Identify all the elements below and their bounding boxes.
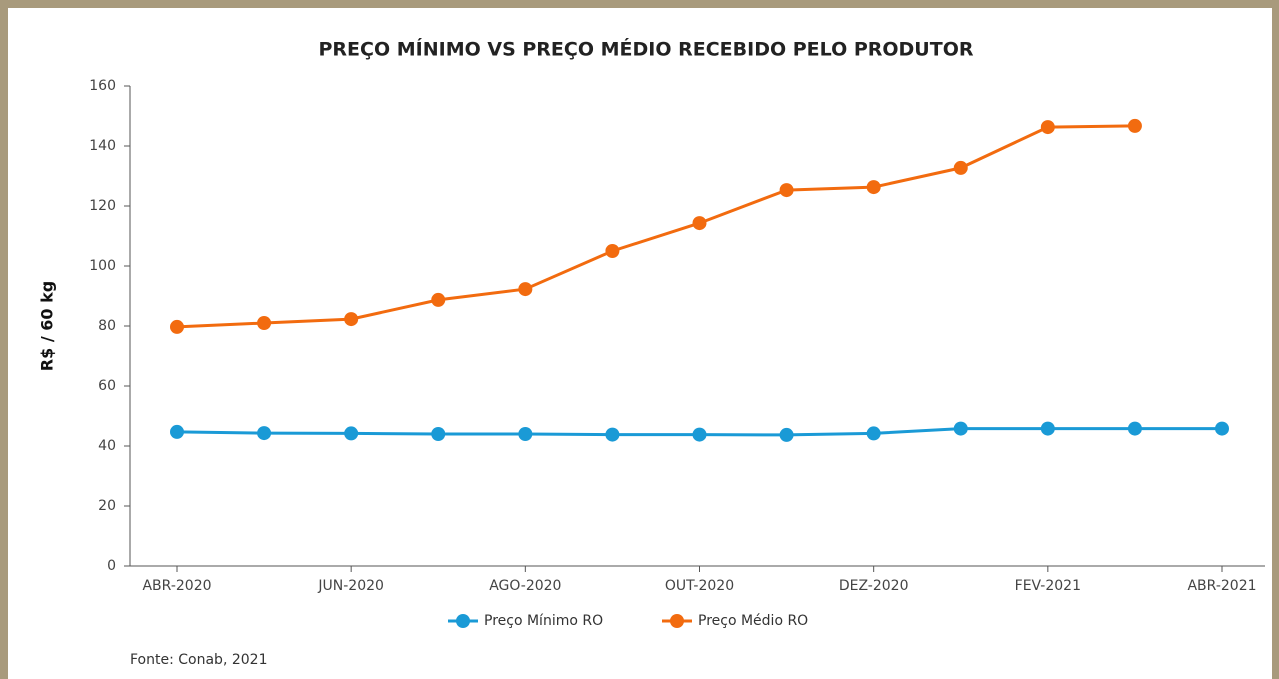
y-tick-label: 100 — [89, 258, 116, 274]
y-tick-label: 40 — [98, 438, 116, 454]
data-point — [605, 427, 620, 442]
x-tick-label: ABR-2020 — [142, 578, 211, 594]
legend-label: Preço Médio RO — [698, 613, 808, 629]
data-point — [1127, 118, 1142, 133]
data-point — [431, 292, 446, 307]
data-point — [953, 160, 968, 175]
data-point — [1040, 421, 1055, 436]
y-tick-label: 60 — [98, 378, 116, 394]
y-tick-label: 140 — [89, 138, 116, 154]
x-tick-label: ABR-2021 — [1187, 578, 1256, 594]
data-point — [257, 316, 272, 330]
x-tick-label: AGO-2020 — [489, 578, 561, 594]
data-point — [779, 183, 794, 198]
data-point — [1215, 421, 1229, 436]
data-point — [866, 180, 881, 195]
y-tick-label: 160 — [89, 78, 116, 94]
data-point — [518, 282, 533, 297]
y-axis-label: R$ / 60 kg — [38, 281, 57, 371]
data-point — [170, 424, 184, 439]
chart-title: PREÇO MÍNIMO VS PREÇO MÉDIO RECEBIDO PEL… — [319, 38, 974, 61]
data-point — [953, 421, 968, 436]
data-point — [1127, 421, 1142, 436]
x-tick-label: FEV-2021 — [1015, 578, 1081, 594]
data-point — [344, 312, 359, 327]
data-point — [518, 427, 533, 441]
panel — [8, 8, 1272, 679]
data-point — [257, 426, 272, 441]
x-tick-label: OUT-2020 — [665, 578, 734, 594]
y-tick-label: 120 — [89, 198, 116, 214]
y-tick-label: 20 — [98, 498, 116, 514]
source: Fonte: Conab, 2021 — [130, 652, 267, 668]
legend-label: Preço Mínimo RO — [484, 613, 603, 629]
series-line — [176, 124, 1135, 329]
data-point — [692, 427, 707, 442]
y-tick-label: 0 — [107, 558, 116, 574]
y-tick-label: 80 — [98, 318, 116, 334]
data-point — [692, 216, 707, 231]
x-tick-label: JUN-2020 — [317, 578, 384, 594]
legend-marker — [670, 614, 684, 628]
data-point — [344, 426, 359, 441]
data-point — [605, 244, 620, 258]
data-point — [431, 427, 446, 441]
x-tick-label: DEZ-2020 — [839, 578, 909, 594]
data-point — [170, 319, 184, 334]
legend-marker — [456, 614, 470, 628]
data-point — [866, 426, 881, 441]
data-point — [1040, 120, 1055, 135]
data-point — [779, 427, 794, 442]
